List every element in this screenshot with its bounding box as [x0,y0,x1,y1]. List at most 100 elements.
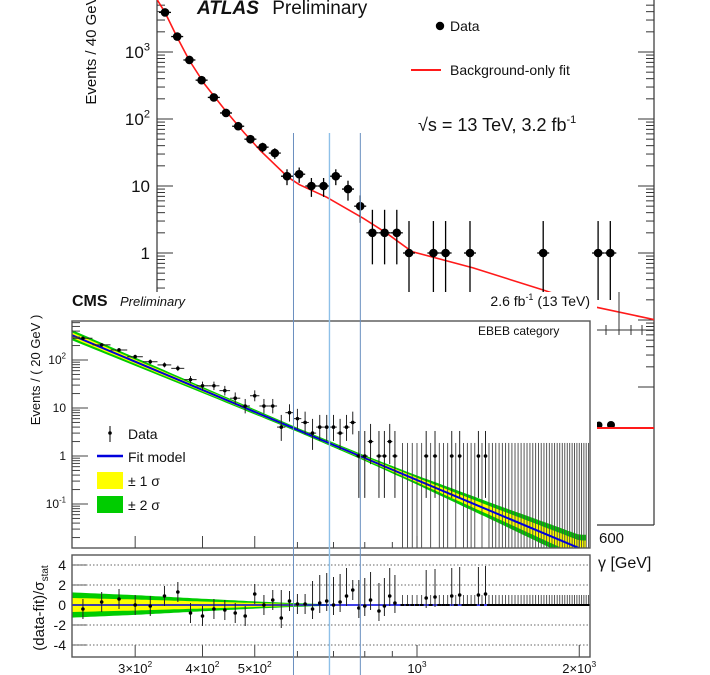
atlas-data-point [172,32,182,41]
cms-data-point [338,431,342,435]
atlas-data-point [185,55,194,65]
atlas-data-point [197,75,206,85]
cms-ratio-empty-bins [400,595,590,606]
cms-ratio-point [188,611,193,615]
cms-data-point [243,404,247,408]
cms-ratio-point [223,608,227,612]
cms-ratio-point [350,588,355,592]
atlas-data-point [270,148,280,158]
cms-lumi-exp: -1 [525,292,533,302]
atlas-legend-fit-label: Background-only fit [450,62,570,78]
cms-data-point [200,384,205,388]
cms-ratio-point [133,603,137,607]
atlas-data-point [441,248,450,258]
cms-ratio-point [483,592,488,596]
svg-text:CMS Preliminary: CMS Preliminary [72,293,187,310]
cms-ratio-point [148,604,153,608]
cms-ratio-point [262,603,266,607]
svg-text:√s = 13 TeV, 3.2 fb-1: √s = 13 TeV, 3.2 fb-1 [418,114,576,135]
atlas-y-tick-label: 103 [125,41,150,62]
cms-category-label: EBEB category [478,324,559,338]
atlas-energy-label-exp: -1 [567,114,577,126]
cms-ratio-point [117,597,121,601]
cms-ratio-point [287,599,292,603]
cms-ratio-point [331,603,336,607]
cms-data-point [310,431,315,435]
cms-data-point [350,420,355,425]
cms-empty-bins [402,442,589,548]
cms-data-point [287,410,292,415]
cms-ratio-tick-label: 4 [58,557,66,573]
cms-data-point [387,439,392,444]
cms-ratio-point [387,594,392,598]
cms-data-point [176,366,180,371]
cms-data-point [81,336,85,341]
cms-ratio-point [324,599,329,603]
cms-x-tick-label: 103 [407,659,426,675]
atlas-energy-label: √s = 13 TeV, 3.2 fb [418,115,567,135]
atlas-data-point [465,248,475,258]
cms-ratio-point [243,614,247,618]
cms-legend-1sigma-label: ± 1 σ [128,473,160,489]
cms-data-point [433,454,437,458]
cms-data-point [362,454,367,458]
atlas-data-point [538,248,548,258]
cms-ratio-y-axis-title-sub: stat [40,565,51,581]
cms-y-axis-title: Events / ( 20 GeV ) [28,315,43,426]
cms-ratio-point [449,594,454,598]
cms-data-point [344,425,349,429]
atlas-subtitle: Preliminary [272,0,368,19]
atlas-data-point [380,228,389,238]
cms-x-tick-labels: 3×102 4×102 5×102 103 2×103 [118,659,596,675]
cms-data-point [212,384,216,388]
cms-ratio-point [81,607,85,611]
cms-data-point [262,404,266,408]
cms-ratio-point [303,602,307,606]
cms-ratio-point [310,607,315,611]
cms-data-point [449,454,454,458]
cms-ratio-point [368,598,373,602]
atlas-data-point [233,121,243,131]
cms-ratio-tick-label: 2 [58,577,66,593]
cms-band-1sigma [72,332,587,548]
cms-ratio-point [476,593,481,597]
atlas-lower-point [595,421,603,429]
cms-legend-fit-label: Fit model [128,449,186,465]
cms-data-point [279,425,284,429]
reference-lines [292,133,361,675]
atlas-y-tick-label: 1 [141,244,150,263]
atlas-data-point [429,248,438,258]
cms-data-point [317,425,322,429]
cms-ratio-tick-labels: 4 2 0 -2 -4 [54,557,67,653]
atlas-data-point [258,142,267,152]
atlas-data-points [159,8,617,300]
atlas-data-point [606,248,615,258]
cms-main-frame [71,320,591,549]
cms-x-tick-label: 4×102 [186,659,220,675]
atlas-data-point [319,181,328,191]
atlas-legend-data-label: Data [450,18,480,34]
cms-ratio-point [362,604,367,608]
atlas-data-point [404,248,414,258]
cms-data-point [252,393,257,398]
cms-band-2sigma [72,330,587,548]
cms-data-point [99,343,104,347]
atlas-data-point [221,108,231,118]
cms-data-point [223,388,227,393]
cms-ratio-point [393,601,397,605]
cms-ratio-frame [71,554,591,658]
cms-y-tick-label: 1 [59,449,66,463]
cms-x-tick-label: 3×102 [118,659,152,675]
atlas-data-point [307,181,316,191]
cms-ratio-point [344,594,349,598]
cms-ratio-point [338,600,342,604]
cms-data-point [148,359,153,364]
cms-x-tick-label: 2×103 [562,659,596,675]
cms-data-points [72,336,488,498]
cms-ratio-point [457,593,462,597]
atlas-y-tick-label: 102 [125,108,150,129]
cms-data-point [377,454,381,458]
atlas-title: ATLAS [196,0,259,19]
